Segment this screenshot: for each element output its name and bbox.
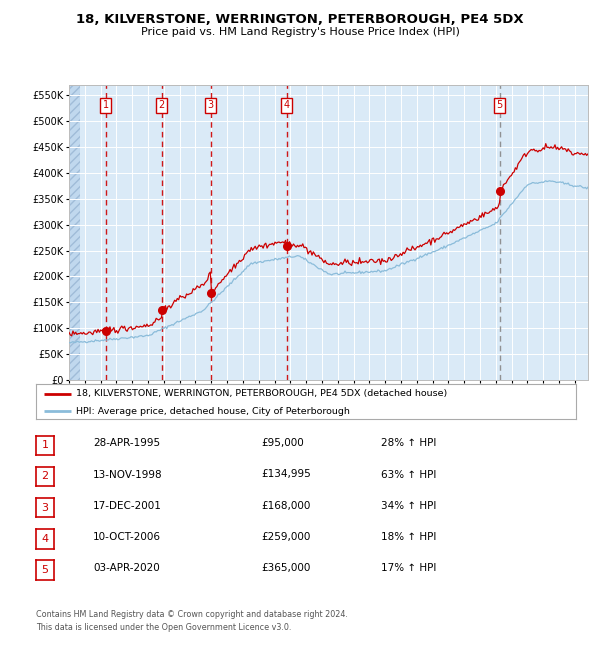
Text: 34% ↑ HPI: 34% ↑ HPI: [381, 500, 436, 511]
Text: 4: 4: [41, 534, 49, 544]
Text: 4: 4: [284, 100, 290, 110]
Text: £365,000: £365,000: [261, 563, 310, 573]
Text: 18, KILVERSTONE, WERRINGTON, PETERBOROUGH, PE4 5DX: 18, KILVERSTONE, WERRINGTON, PETERBOROUG…: [76, 13, 524, 26]
Text: 10-OCT-2006: 10-OCT-2006: [93, 532, 161, 542]
Text: 63% ↑ HPI: 63% ↑ HPI: [381, 469, 436, 480]
Text: This data is licensed under the Open Government Licence v3.0.: This data is licensed under the Open Gov…: [36, 623, 292, 632]
Text: 2: 2: [158, 100, 165, 110]
Text: 1: 1: [41, 440, 49, 450]
Text: 2: 2: [41, 471, 49, 482]
Text: 5: 5: [497, 100, 503, 110]
Text: 13-NOV-1998: 13-NOV-1998: [93, 469, 163, 480]
Text: Contains HM Land Registry data © Crown copyright and database right 2024.: Contains HM Land Registry data © Crown c…: [36, 610, 348, 619]
Text: Price paid vs. HM Land Registry's House Price Index (HPI): Price paid vs. HM Land Registry's House …: [140, 27, 460, 37]
Text: 3: 3: [41, 502, 49, 513]
Text: £95,000: £95,000: [261, 438, 304, 448]
Text: 3: 3: [208, 100, 214, 110]
Text: 18, KILVERSTONE, WERRINGTON, PETERBOROUGH, PE4 5DX (detached house): 18, KILVERSTONE, WERRINGTON, PETERBOROUG…: [77, 389, 448, 398]
Text: £168,000: £168,000: [261, 500, 310, 511]
Text: £259,000: £259,000: [261, 532, 310, 542]
Text: HPI: Average price, detached house, City of Peterborough: HPI: Average price, detached house, City…: [77, 407, 350, 416]
Text: 5: 5: [41, 565, 49, 575]
Text: 28% ↑ HPI: 28% ↑ HPI: [381, 438, 436, 448]
Text: 1: 1: [103, 100, 109, 110]
Text: 28-APR-1995: 28-APR-1995: [93, 438, 160, 448]
Text: 17% ↑ HPI: 17% ↑ HPI: [381, 563, 436, 573]
Text: 18% ↑ HPI: 18% ↑ HPI: [381, 532, 436, 542]
Text: 03-APR-2020: 03-APR-2020: [93, 563, 160, 573]
Text: 17-DEC-2001: 17-DEC-2001: [93, 500, 162, 511]
Text: £134,995: £134,995: [261, 469, 311, 480]
